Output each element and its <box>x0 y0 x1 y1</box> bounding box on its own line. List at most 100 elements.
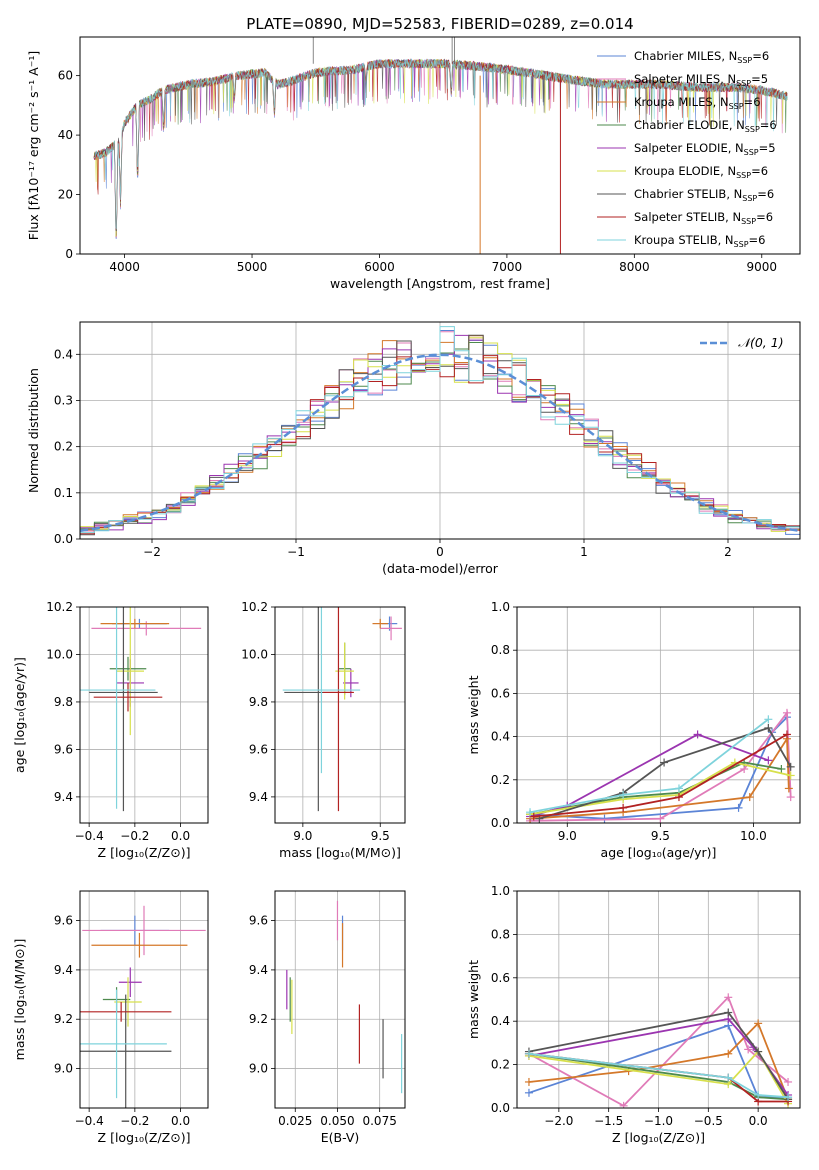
errorbar-chabrier-elodie <box>109 656 147 681</box>
legend-entry-chabrier-stelib: Chabrier STELIB, NSSP=6 <box>634 187 774 203</box>
legend-entry-salpeter-elodie: Salpeter ELODIE, NSSP=5 <box>634 141 776 157</box>
legend-nssp-sub: SSP <box>745 125 760 134</box>
series-line <box>528 1024 788 1099</box>
y-tick-label: 0 <box>65 247 73 261</box>
panel-massweight-vs-age: 9.0 9.5 10.0 0.0 0.2 0.4 0.6 0.8 1.0 age [log₁₀(a… <box>466 600 801 860</box>
errorbar-kroupa-miles <box>372 618 388 629</box>
legend-model-name: Chabrier MILES <box>634 49 721 63</box>
legend-nssp-eq: = <box>756 210 766 224</box>
legend-model-name: Kroupa ELODIE <box>634 164 720 178</box>
series-salpeter-stelib <box>529 730 791 821</box>
axes-frame <box>79 890 209 1109</box>
series-line <box>528 1050 789 1105</box>
axes-frame <box>79 606 209 824</box>
legend-nssp-prefix: , N <box>726 187 742 201</box>
x-tick-label: −0.5 <box>694 1114 723 1128</box>
errorbar-kroupa-miles <box>100 618 170 629</box>
plot-area-residuals <box>80 326 800 537</box>
legend-model-name: Kroupa MILES <box>634 95 713 109</box>
x-axis-label: Z [log₁₀(Z/Z⊙)] <box>98 1130 191 1145</box>
x-tick-label: 0.0 <box>171 829 190 843</box>
legend-nssp-value: 5 <box>768 141 775 155</box>
panel-age-vs-Z: −0.4 −0.2 0.0 9.4 9.6 9.8 10.0 10.2 Z [log₁₀(Z/Z… <box>12 600 209 860</box>
legend-nssp-eq: = <box>760 118 770 132</box>
x-axis-label: age [log₁₀(age/yr)] <box>601 845 717 860</box>
panel-mass-vs-Z: −0.4 −0.2 0.0 9.0 9.2 9.4 9.6 Z [log₁₀(Z/Z⊙)] ma… <box>12 890 209 1145</box>
y-axis-label: mass weight <box>466 960 481 1039</box>
legend-entry-chabrier-elodie: Chabrier ELODIE, NSSP=6 <box>634 118 777 134</box>
legend-nssp-eq: = <box>749 233 759 247</box>
x-tick-label: −2 <box>143 545 161 559</box>
x-axis-label: Z [log₁₀(Z/Z⊙)] <box>612 1130 705 1145</box>
legend-nssp-eq: = <box>752 49 762 63</box>
x-tick-label: 0.025 <box>278 1114 312 1128</box>
normal-reference-curve <box>80 353 800 533</box>
y-tick-label: 9.4 <box>54 963 73 977</box>
y-tick-label: 0.6 <box>491 971 510 985</box>
legend-model-name: Salpeter ELODIE <box>634 141 728 155</box>
figure-title: PLATE=0890, MJD=52583, FIBERID=0289, z=0… <box>246 15 633 33</box>
y-tick-label: 0.3 <box>54 393 73 407</box>
legend-nssp-sub: SSP <box>737 56 752 65</box>
plot-area-massweight-vs-age <box>526 708 795 823</box>
legend-nssp-prefix: , N <box>721 49 737 63</box>
y-tick-label: 10.0 <box>46 647 73 661</box>
y-tick-label: 9.4 <box>249 963 268 977</box>
plot-area-massweight-vs-Z <box>524 993 793 1108</box>
x-tick-label: −1 <box>287 545 305 559</box>
x-tick-label: −1.5 <box>594 1114 623 1128</box>
legend-nssp-value: 6 <box>766 210 773 224</box>
axes-frame <box>516 606 801 824</box>
legend-nssp-sub: SSP <box>736 79 751 88</box>
y-tick-label: 9.8 <box>54 695 73 709</box>
x-tick-label: 2 <box>724 545 732 559</box>
legend-model-name: Chabrier ELODIE <box>634 118 729 132</box>
y-tick-label: 20 <box>58 188 73 202</box>
y-tick-label: 0.4 <box>54 347 73 361</box>
x-tick-label: −0.2 <box>120 829 149 843</box>
errorbar-salpeter-stelib <box>322 607 354 812</box>
x-tick-label: 7000 <box>492 260 523 274</box>
series-line <box>533 733 788 818</box>
y-tick-label: 0.6 <box>491 686 510 700</box>
y-tick-label: 0.2 <box>491 1058 510 1072</box>
x-tick-label: −0.4 <box>75 829 104 843</box>
x-tick-label: 6000 <box>364 260 395 274</box>
y-tick-label: 0.2 <box>54 440 73 454</box>
y-tick-label: 9.6 <box>249 742 268 756</box>
x-tick-label: 10.0 <box>740 829 767 843</box>
x-tick-label: 0.050 <box>320 1114 354 1128</box>
legend-nssp-prefix: , N <box>720 164 736 178</box>
legend-nssp-eq: = <box>744 95 754 109</box>
series-line <box>528 1052 789 1099</box>
plot-area-age-vs-Z <box>80 607 202 812</box>
errorbar-kroupa-stelib <box>80 989 167 1099</box>
legend-nssp-prefix: , N <box>729 118 745 132</box>
y-tick-label: 9.6 <box>54 914 73 928</box>
x-axis-label: Z [log₁₀(Z/Z⊙)] <box>98 845 191 860</box>
series-line <box>529 718 769 814</box>
x-tick-label: 5000 <box>237 260 268 274</box>
legend-nssp-eq: = <box>751 72 761 86</box>
series-kroupa-stelib <box>524 1049 793 1102</box>
y-tick-label: 1.0 <box>491 600 510 614</box>
plot-area-spectrum <box>93 37 788 254</box>
x-axis-label: wavelength [Angstrom, rest frame] <box>330 276 550 291</box>
x-tick-label: 1 <box>580 545 588 559</box>
x-tick-label: −2.0 <box>544 1114 573 1128</box>
errorbar-kroupa-stelib <box>282 607 361 774</box>
plot-area-age-vs-mass <box>282 607 402 812</box>
y-tick-label: 0.0 <box>54 532 73 546</box>
legend-nssp-sub: SSP <box>736 171 751 180</box>
x-tick-label: 8000 <box>619 260 650 274</box>
panel-residuals: −2 −1 0 1 2 0.0 0.1 0.2 0.3 0.4 𝒩(0, 1) (data-model… <box>26 321 801 576</box>
x-tick-label: −0.4 <box>75 1114 104 1128</box>
histogram-kroupa-stelib <box>80 326 800 537</box>
y-axis-label: age [log₁₀(age/yr)] <box>12 657 27 773</box>
legend-nssp-value: 5 <box>761 72 768 86</box>
legend-nssp-sub: SSP <box>744 148 759 157</box>
panel-massweight-vs-Z: −2.0 −1.5 −1.0 −0.5 0.0 0.0 0.2 0.4 0.6 0.8 1.0 Z [… <box>466 884 801 1145</box>
y-tick-label: 0.8 <box>491 643 510 657</box>
x-axis-label: (data-model)/error <box>382 561 499 576</box>
